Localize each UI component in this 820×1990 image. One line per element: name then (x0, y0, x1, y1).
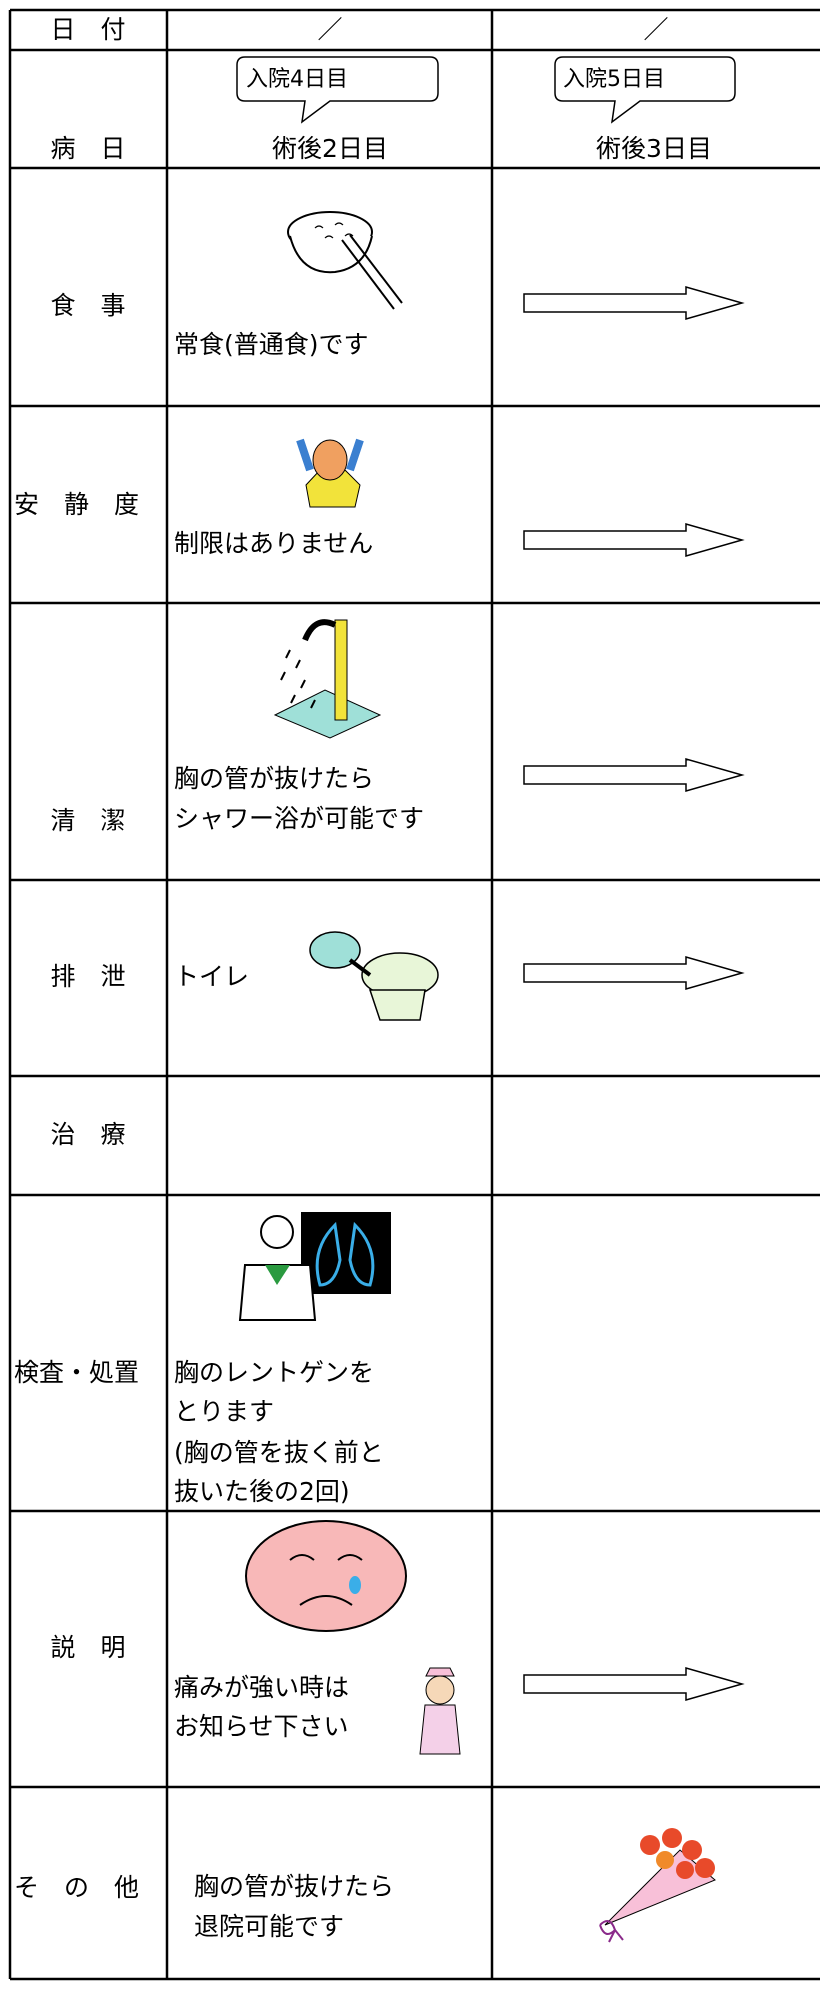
arrow (523, 286, 745, 320)
shower-icon (273, 619, 382, 739)
nurse-icon (419, 1667, 461, 1755)
row-text: 胸の管が抜けたら (194, 1872, 394, 1901)
callout (236, 56, 439, 124)
table-grid (8, 8, 820, 1981)
row-label: 排 泄 (50, 962, 125, 991)
row-text: 抜いた後の2回) (174, 1477, 350, 1506)
row-label: 説 明 (50, 1633, 125, 1662)
row-text: 痛みが強い時は (174, 1673, 349, 1702)
row-text: (胸の管を抜く前と (174, 1438, 384, 1467)
rice-bowl-icon (287, 211, 403, 310)
date-mark: ／ (643, 15, 668, 44)
arrow (523, 956, 745, 990)
callout (554, 56, 736, 124)
row-label: 清 潔 (50, 806, 125, 835)
xray-icon (238, 1212, 391, 1321)
postop-day: 術後2日目 (272, 134, 388, 163)
arrows (523, 286, 745, 1701)
admission-day: 入院5日目 (563, 67, 665, 92)
day-label: 病 日 (50, 134, 125, 163)
row-label: そ の 他 (14, 1873, 139, 1902)
person-icon (296, 438, 364, 508)
arrow (523, 523, 745, 557)
row-text: 制限はありません (174, 529, 373, 558)
postop-day: 術後3日目 (596, 134, 712, 163)
row-text: トイレ (174, 962, 249, 991)
arrow (523, 758, 745, 792)
toilet-icon (309, 931, 439, 1021)
date-mark: ／ (317, 15, 342, 44)
row-label: 食 事 (50, 291, 125, 320)
row-text: シャワー浴が可能です (174, 804, 424, 833)
bouquet-icon (599, 1828, 716, 1943)
row-text: 胸のレントゲンを (174, 1358, 374, 1387)
crying-face-icon (245, 1520, 407, 1632)
row-label: 安 静 度 (14, 490, 139, 519)
row-text: 胸の管が抜けたら (174, 764, 374, 793)
row-text: とります (174, 1397, 274, 1426)
arrow (523, 1667, 745, 1701)
row-label: 検査・処置 (14, 1358, 139, 1387)
row-label: 治 療 (50, 1120, 125, 1149)
admission-day: 入院4日目 (246, 67, 348, 92)
date-label: 日 付 (50, 15, 125, 44)
row-text: 退院可能です (194, 1912, 344, 1941)
row-text: 常食(普通食)です (174, 330, 369, 359)
row-text: お知らせ下さい (174, 1712, 349, 1741)
